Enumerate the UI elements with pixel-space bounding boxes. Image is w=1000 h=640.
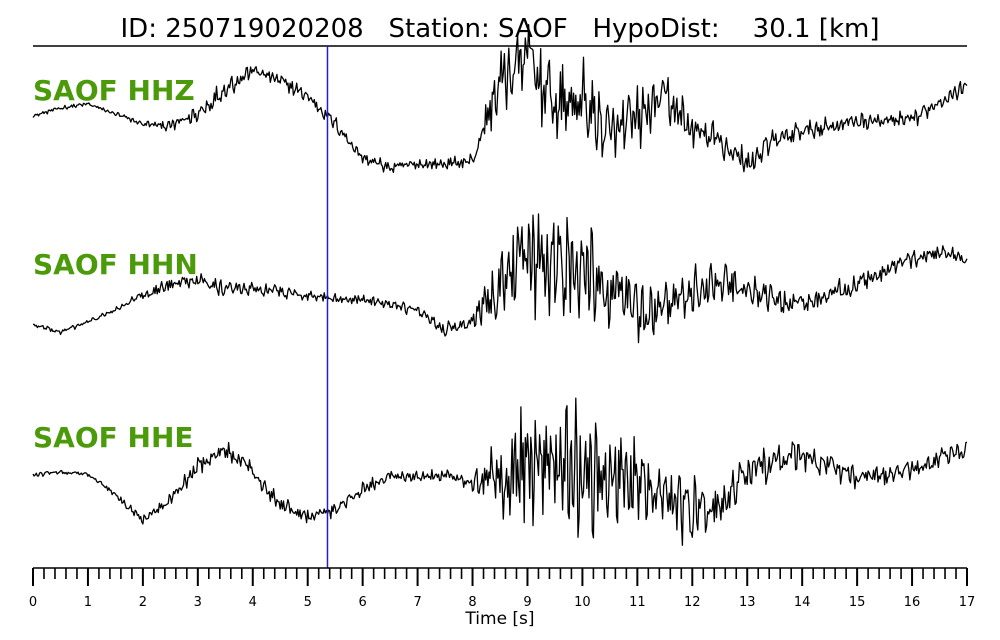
- x-tick-label: 8: [468, 595, 476, 610]
- x-axis-tick-labels: 0 1 2 3 4 5 6 7 8 9 10 11 12 13 14 15 16 17: [29, 595, 975, 610]
- x-tick-label: 2: [139, 595, 147, 610]
- x-tick-label: 6: [359, 595, 367, 610]
- x-tick-label: 3: [194, 595, 202, 610]
- trace-hhz: [32, 23, 968, 174]
- x-tick-label: 7: [413, 595, 421, 610]
- x-tick-label: 17: [959, 595, 976, 610]
- x-tick-label: 4: [249, 595, 257, 610]
- x-tick-label: 12: [684, 595, 701, 610]
- x-tick-label: 15: [849, 595, 866, 610]
- x-tick-label: 16: [904, 595, 921, 610]
- trace-hhn: [32, 213, 968, 344]
- x-tick-label: 5: [304, 595, 312, 610]
- x-tick-label: 11: [629, 595, 646, 610]
- trace-labels: SAOF HHZ SAOF HHN SAOF HHE: [33, 74, 198, 454]
- trace-label-hhz: SAOF HHZ: [33, 74, 195, 107]
- x-tick-label: 1: [84, 595, 92, 610]
- x-tick-label: 14: [794, 595, 811, 610]
- trace-label-hhn: SAOF HHN: [33, 248, 198, 281]
- x-tick-label: 9: [523, 595, 531, 610]
- x-axis-label: Time [s]: [464, 609, 534, 629]
- trace-hhe: [32, 397, 968, 546]
- x-tick-label: 10: [574, 595, 591, 610]
- trace-label-hhe: SAOF HHE: [33, 421, 194, 454]
- chart-title: ID: 250719020208 Station: SAOF HypoDist:…: [121, 14, 880, 44]
- x-tick-label: 0: [29, 595, 37, 610]
- traces-layer: [32, 23, 968, 546]
- x-axis-ticks: [32, 568, 968, 586]
- x-tick-label: 13: [739, 595, 756, 610]
